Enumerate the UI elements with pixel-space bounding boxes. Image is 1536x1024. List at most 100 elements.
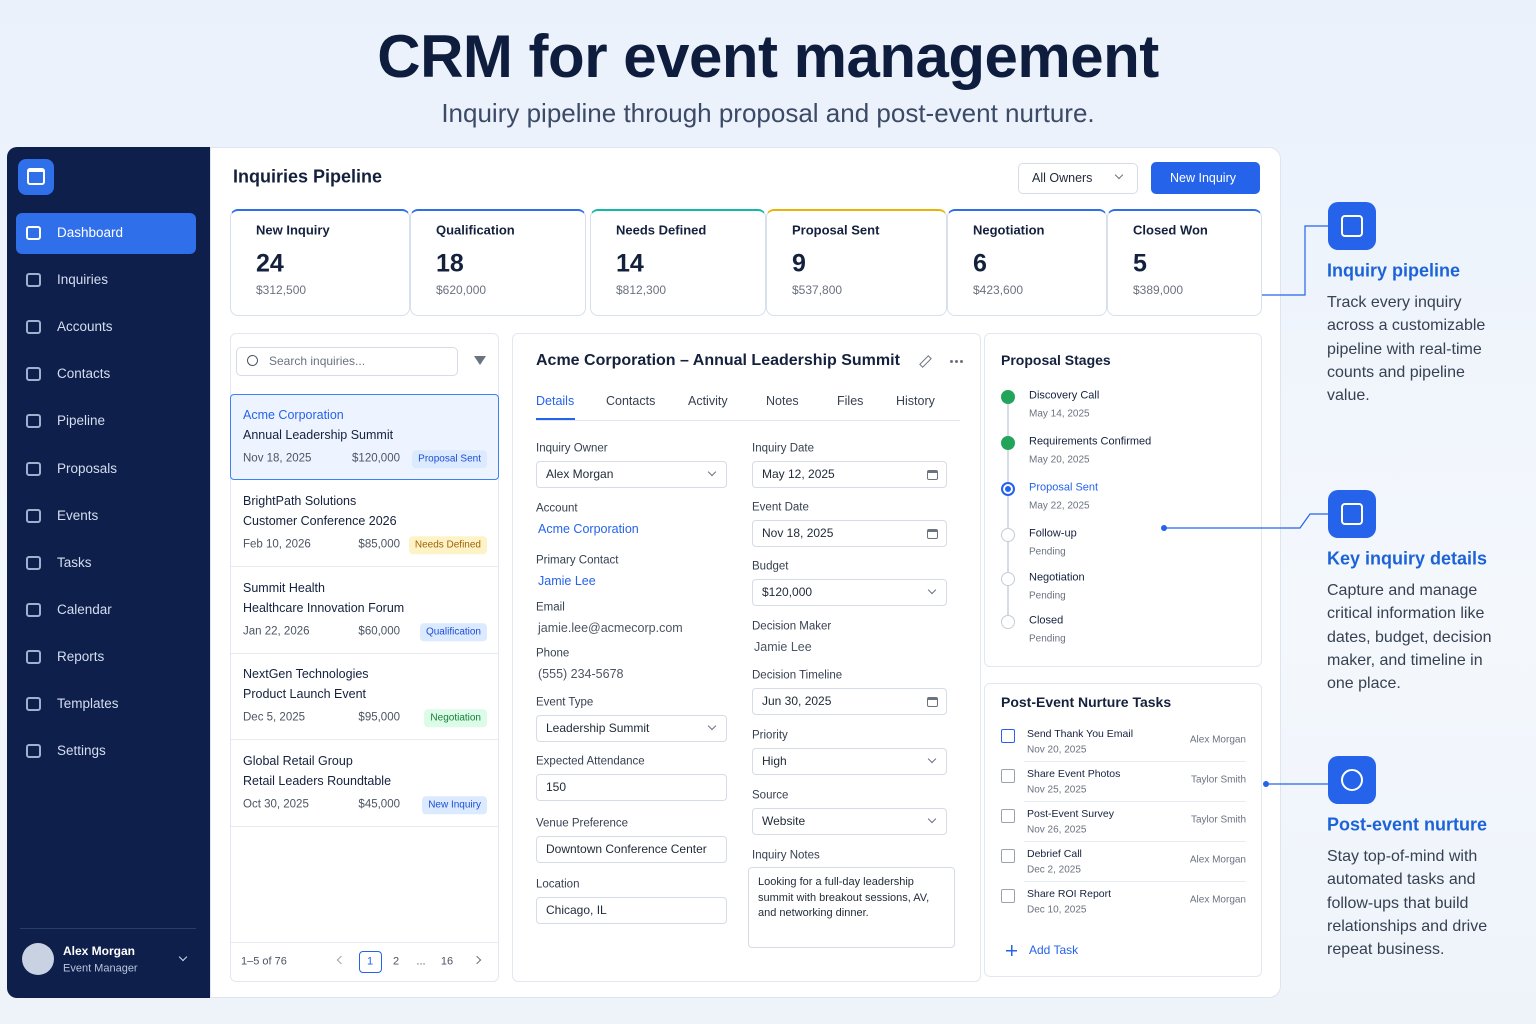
step-name: Closed [1029, 614, 1064, 627]
new-button-label[interactable]: New Inquiry [1170, 170, 1236, 185]
tab[interactable]: Notes [766, 393, 799, 408]
field-input[interactable] [536, 461, 727, 488]
search-box[interactable] [236, 347, 458, 376]
nurture-title: Post-Event Nurture Tasks [1001, 693, 1172, 710]
callout-text: Capture and manage critical information … [1327, 582, 1492, 693]
inquiry-item[interactable] [231, 826, 498, 827]
item-amount: $95,000 [358, 711, 400, 724]
field-label: Account [536, 502, 578, 515]
owner-select[interactable] [1018, 163, 1138, 194]
page-title: CRM for event management [377, 23, 1159, 90]
nav-item[interactable]: Reports [57, 649, 105, 665]
field-input[interactable] [536, 774, 727, 801]
field-label: Venue Preference [536, 817, 629, 830]
field-input[interactable] [752, 461, 947, 488]
nav-item[interactable]: Proposals [57, 461, 118, 477]
nav-item[interactable]: Settings [57, 743, 106, 759]
callout-glyph [1341, 769, 1363, 791]
inquiry-item[interactable] [231, 653, 498, 654]
pagination-range: 1–5 of 76 [241, 955, 287, 968]
pagination-divider [231, 942, 498, 943]
task-checkbox[interactable] [1001, 729, 1015, 743]
step-icon [1001, 482, 1015, 496]
task-name: Debrief Call [1027, 847, 1082, 860]
tab[interactable]: Files [837, 393, 864, 408]
nav-icon [26, 509, 41, 523]
task-name: Share ROI Report [1027, 887, 1112, 900]
task-checkbox[interactable] [1001, 809, 1015, 823]
task-date: Dec 2, 2025 [1027, 864, 1081, 876]
nav-item[interactable]: Accounts [57, 319, 113, 335]
calendar-icon [927, 470, 938, 480]
nav-icon [26, 650, 41, 664]
user-role: Event Manager [63, 962, 138, 975]
field-label: Budget [752, 560, 789, 573]
task-checkbox[interactable] [1001, 849, 1015, 863]
field-label: Primary Contact [536, 554, 619, 567]
stage-count: 5 [1133, 249, 1147, 278]
nav-item[interactable]: Dashboard [57, 225, 124, 241]
field-input[interactable] [752, 520, 947, 547]
nav-item[interactable]: Inquiries [57, 272, 109, 288]
page-link[interactable]: 2 [392, 955, 400, 968]
nav-icon [26, 697, 41, 711]
calendar-icon [927, 697, 938, 707]
step-date: Pending [1029, 633, 1066, 645]
task-checkbox[interactable] [1001, 769, 1015, 783]
item-account: Global Retail Group [243, 753, 353, 768]
step-name: Requirements Confirmed [1029, 435, 1152, 448]
nav-item[interactable]: Events [57, 508, 99, 524]
nav-item[interactable]: Contacts [57, 366, 111, 382]
nav-item[interactable]: Pipeline [57, 413, 106, 429]
stage-name: Negotiation [973, 222, 1045, 238]
field-input[interactable] [752, 748, 947, 775]
item-status: Qualification [419, 623, 487, 641]
more-icon[interactable] [950, 360, 953, 363]
field-input[interactable] [536, 715, 727, 742]
stage-card [1107, 209, 1262, 316]
task-owner: Taylor Smith [1190, 774, 1246, 786]
inquiry-item[interactable] [231, 566, 498, 567]
field-input[interactable] [536, 897, 727, 924]
list-panel [230, 333, 499, 982]
field-input[interactable] [752, 808, 947, 835]
logo [18, 159, 54, 195]
new-button[interactable] [1151, 162, 1260, 194]
task-divider [1024, 881, 1246, 882]
tab[interactable]: Contacts [606, 393, 656, 408]
inquiry-item[interactable] [231, 739, 498, 740]
tab[interactable]: Details [536, 393, 575, 408]
nav-item[interactable]: Calendar [57, 602, 112, 618]
notes-box[interactable]: Looking for a full-day leadership summit… [748, 867, 955, 948]
item-account: NextGen Technologies [243, 666, 369, 681]
field-value: (555) 234-5678 [538, 666, 624, 681]
page-subtitle: Inquiry pipeline through proposal and po… [441, 98, 1095, 128]
nav-item[interactable]: Tasks [57, 555, 92, 571]
proposal-title: Proposal Stages [1001, 351, 1111, 368]
field-input[interactable] [752, 579, 947, 606]
tab[interactable]: Activity [688, 393, 728, 408]
add-icon[interactable] [1006, 945, 1017, 956]
task-owner: Alex Morgan [1189, 894, 1246, 906]
item-date: Feb 10, 2026 [243, 538, 311, 551]
add-task[interactable]: Add Task [1029, 943, 1079, 958]
page-link[interactable]: ... [416, 955, 426, 968]
field-value: 150 [546, 780, 567, 795]
stage-count: 18 [436, 249, 464, 278]
filter-icon[interactable] [474, 356, 486, 365]
stage-amount: $812,300 [616, 283, 667, 298]
page-link[interactable]: 1 [366, 955, 374, 968]
owner-filter: All Owners [1032, 170, 1093, 185]
logo-icon [27, 168, 45, 185]
page-link[interactable]: 16 [440, 955, 454, 968]
nav-item[interactable]: Templates [57, 696, 119, 712]
page-active[interactable] [359, 951, 382, 973]
task-checkbox[interactable] [1001, 889, 1015, 903]
search-icon [247, 355, 258, 366]
field-input[interactable] [536, 836, 727, 863]
tab[interactable]: History [896, 393, 935, 408]
field-input[interactable] [752, 688, 947, 715]
step-name: Proposal Sent [1029, 481, 1099, 494]
item-status: Needs Defined [408, 536, 487, 554]
